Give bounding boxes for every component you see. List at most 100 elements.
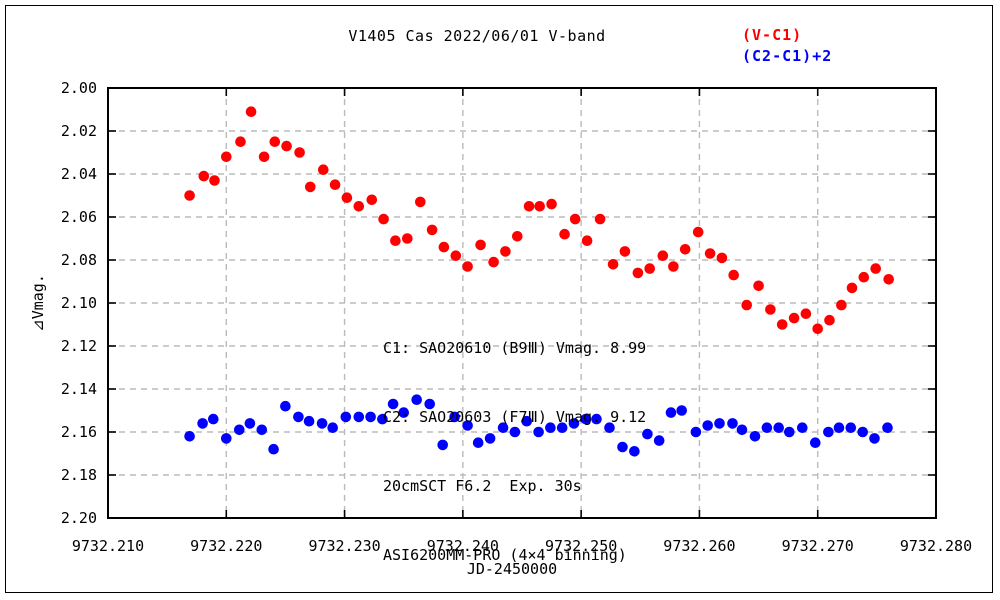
legend-item-v-c1: (V-C1) <box>742 26 803 44</box>
data-point <box>327 422 339 434</box>
y-tick-label: 2.02 <box>60 122 97 140</box>
data-point <box>437 439 449 451</box>
data-point <box>642 428 653 440</box>
y-tick-label: 2.16 <box>60 423 97 441</box>
data-point <box>198 170 210 182</box>
data-point <box>318 164 329 175</box>
data-point <box>316 418 328 429</box>
y-tick-label: 2.18 <box>60 466 97 484</box>
data-point <box>449 411 460 423</box>
data-point <box>521 415 532 427</box>
data-point <box>411 394 423 406</box>
data-point <box>377 413 388 425</box>
data-point <box>833 422 845 434</box>
data-point <box>341 192 353 203</box>
data-point <box>500 246 511 257</box>
data-point <box>438 241 450 253</box>
data-point <box>269 136 281 147</box>
data-point <box>568 418 580 429</box>
data-point <box>294 147 305 158</box>
data-point <box>353 411 365 423</box>
x-tick-label: 9732.250 <box>545 537 618 555</box>
x-tick-label: 9732.230 <box>308 537 381 555</box>
data-point <box>184 190 195 201</box>
data-point <box>280 400 291 412</box>
data-point <box>644 263 655 274</box>
data-point <box>545 422 556 434</box>
data-point <box>581 235 593 246</box>
data-point <box>462 261 473 272</box>
chart-title: V1405 Cas 2022/06/01 V-band <box>348 27 606 45</box>
data-point <box>629 446 640 457</box>
data-point <box>668 261 679 272</box>
data-point <box>692 226 704 238</box>
data-point <box>378 213 389 225</box>
data-point <box>702 420 713 431</box>
data-point <box>512 231 523 242</box>
data-point <box>256 424 268 436</box>
data-point <box>727 418 738 429</box>
y-tick-label: 2.10 <box>60 294 97 312</box>
y-tick-label: 2.08 <box>60 251 97 269</box>
data-point <box>714 418 725 429</box>
data-point <box>534 201 545 212</box>
data-point <box>426 224 438 236</box>
data-point <box>857 426 868 438</box>
data-point <box>784 426 795 438</box>
annotation-line-c2: C2: SAO20603 (F7Ⅲ) Vmag. 9.12 <box>383 408 647 426</box>
data-point <box>523 201 535 212</box>
data-point <box>184 431 195 442</box>
data-point <box>594 213 606 225</box>
data-point <box>390 235 401 246</box>
data-point <box>883 274 894 285</box>
data-point <box>208 413 219 425</box>
data-point <box>690 426 702 438</box>
data-point <box>268 443 279 455</box>
data-point <box>580 413 592 425</box>
data-point <box>462 420 473 431</box>
data-point <box>776 319 788 330</box>
x-tick-label: 9732.270 <box>781 537 854 555</box>
data-point <box>533 426 544 438</box>
data-point <box>800 308 812 320</box>
data-point <box>812 323 823 335</box>
data-point <box>556 422 568 434</box>
data-point <box>497 422 509 434</box>
data-point <box>387 398 399 410</box>
data-point <box>761 422 773 434</box>
data-point <box>569 213 581 225</box>
data-point <box>546 198 557 210</box>
y-tick-label: 2.00 <box>60 79 97 97</box>
data-point <box>329 179 341 190</box>
x-tick-label: 9732.240 <box>426 537 499 555</box>
data-point <box>741 299 752 311</box>
data-point <box>197 418 208 429</box>
data-point <box>657 250 669 261</box>
x-axis-title: JD-2450000 <box>466 560 558 578</box>
plot-frame <box>107 87 937 519</box>
data-point <box>617 441 628 453</box>
data-point <box>415 196 426 208</box>
data-point <box>475 239 486 251</box>
x-tick-label: 9732.260 <box>663 537 736 555</box>
data-point <box>353 201 365 212</box>
data-point <box>366 194 378 206</box>
data-point <box>653 435 665 446</box>
data-point <box>728 269 739 281</box>
data-point <box>870 263 881 274</box>
data-point <box>209 175 220 186</box>
data-point <box>221 433 232 444</box>
data-point <box>679 244 691 255</box>
x-tick-label: 9732.210 <box>71 537 145 555</box>
y-tick-label: 2.20 <box>60 509 97 527</box>
data-point <box>845 422 857 434</box>
data-point <box>882 422 893 434</box>
data-point <box>365 411 376 423</box>
data-point <box>765 304 776 315</box>
annotation-line-camera: ASI6200MM-PRO (4×4 binning) <box>383 546 627 564</box>
data-point <box>221 151 232 163</box>
data-point <box>704 248 716 259</box>
data-point <box>591 413 602 425</box>
annotation-line-telescope: 20cmSCT F6.2 Exp. 30s <box>383 477 582 495</box>
